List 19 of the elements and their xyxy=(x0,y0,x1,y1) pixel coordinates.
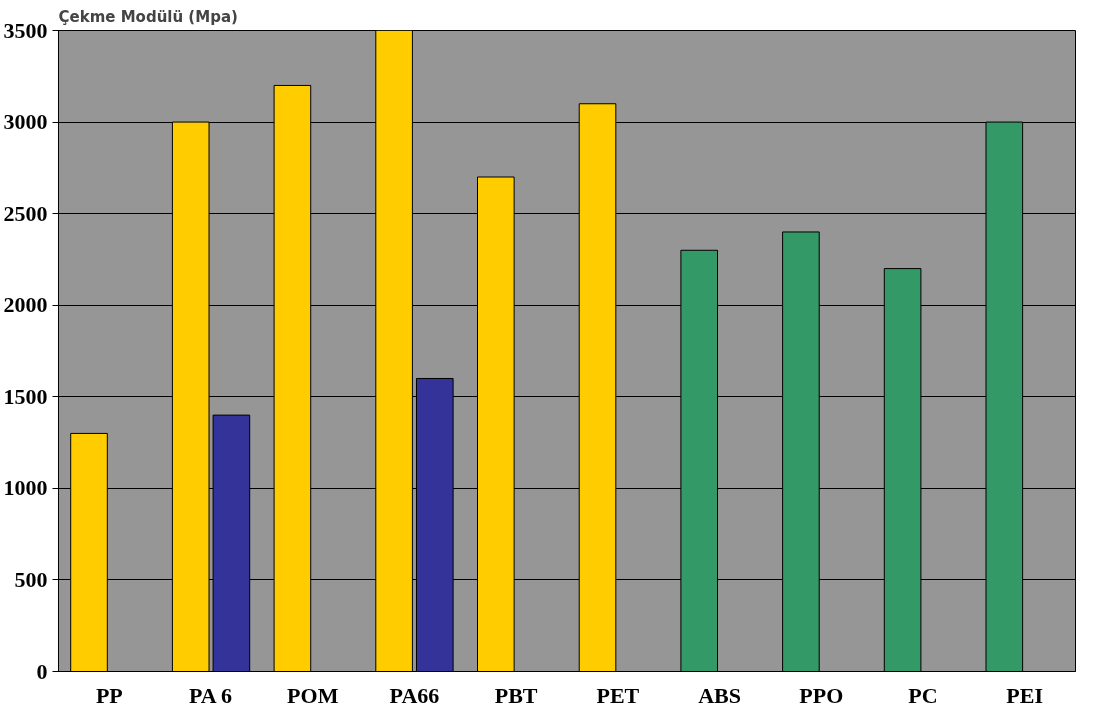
y-tick-label: 3500 xyxy=(3,17,48,43)
x-tick-label: PET xyxy=(596,682,640,708)
x-tick-label: PA 6 xyxy=(188,682,232,708)
y-tick-label: 2000 xyxy=(3,292,48,318)
x-tick-label: ABS xyxy=(698,682,741,708)
x-tick-label: PEI xyxy=(1006,682,1043,708)
x-tick-label: PP xyxy=(95,682,123,708)
x-tick-label: POM xyxy=(287,682,339,708)
x-tick-label: PPO xyxy=(799,682,844,708)
y-tick-label: 1500 xyxy=(3,383,48,409)
x-tick-label: PA66 xyxy=(389,682,440,708)
x-tick-label: PBT xyxy=(494,682,538,708)
chart-title: Çekme Modülü (Mpa) xyxy=(58,7,238,26)
y-tick-label: 3000 xyxy=(3,109,48,135)
x-tick-label: PC xyxy=(908,682,938,708)
y-tick-label: 0 xyxy=(36,658,48,684)
y-tick-label: 2500 xyxy=(3,200,48,226)
y-tick-label: 1000 xyxy=(3,475,48,501)
y-tick-label: 500 xyxy=(14,566,48,592)
